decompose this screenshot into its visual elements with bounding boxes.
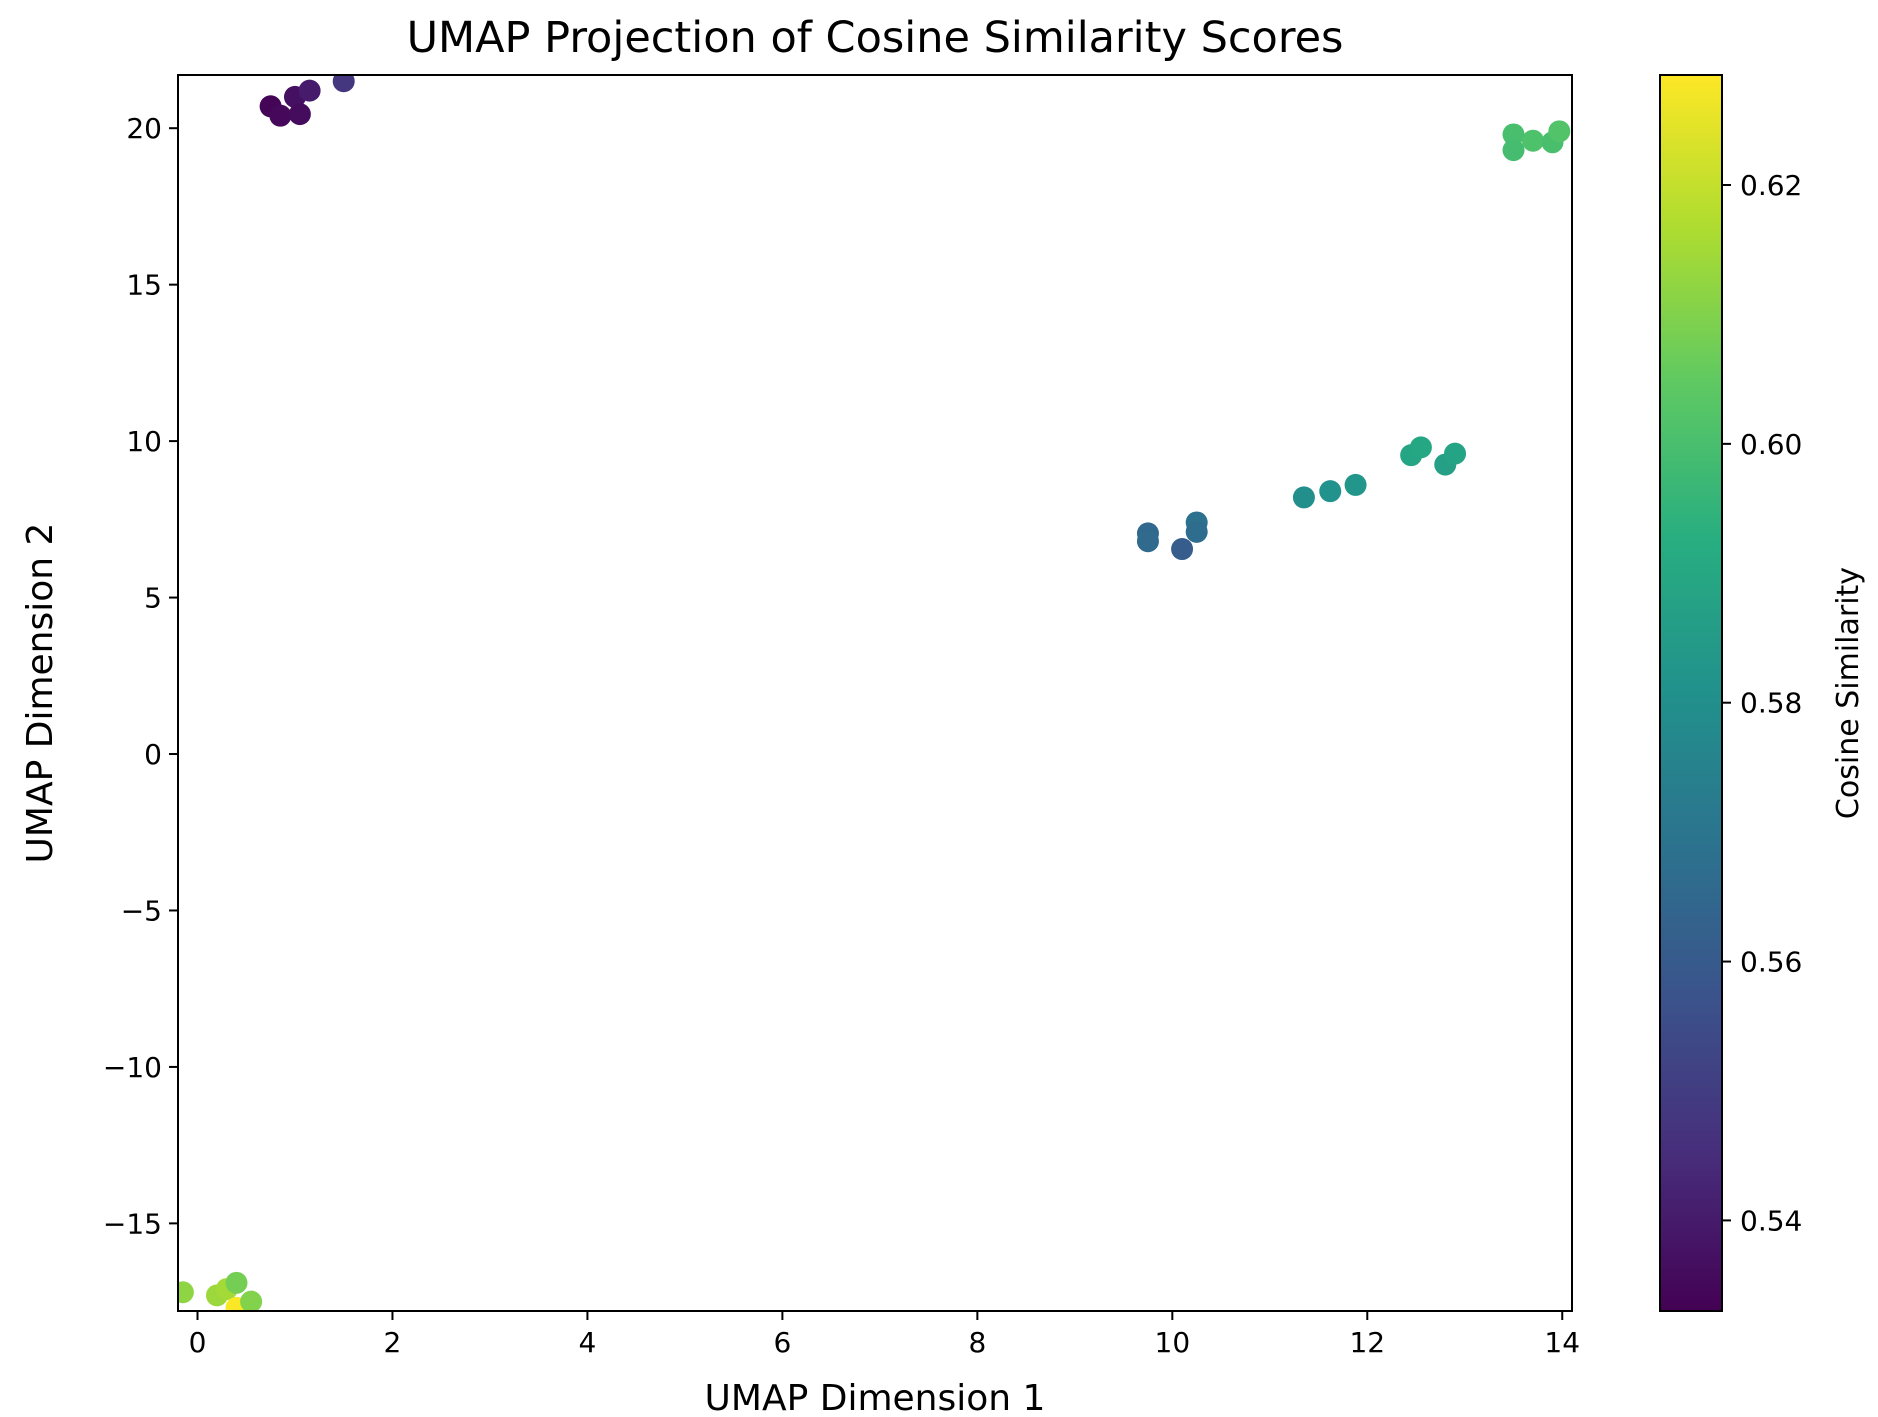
- y-tick-label: 15: [126, 269, 162, 302]
- colorbar-tick-label: 0.62: [1740, 169, 1802, 202]
- x-tick-label: 2: [384, 1326, 402, 1359]
- scatter-point: [288, 103, 311, 126]
- scatter-point: [225, 1271, 248, 1294]
- scatter-point: [269, 104, 292, 127]
- scatter-point: [1292, 486, 1315, 509]
- scatter-point: [1344, 473, 1367, 496]
- y-axis-label: UMAP Dimension 2: [20, 523, 61, 864]
- scatter-point: [1522, 129, 1545, 152]
- y-axis-ticks: −15 −10 −5 0 5 10 15 20: [103, 112, 178, 1240]
- scatter-point: [1444, 442, 1467, 465]
- x-tick-label: 6: [773, 1326, 791, 1359]
- scatter-point: [1502, 139, 1525, 162]
- colorbar-ticks: 0.54 0.56 0.58 0.60 0.62: [1722, 169, 1802, 1237]
- scatter-point: [1136, 530, 1159, 553]
- scatter-point: [240, 1290, 263, 1311]
- scatter-point: [1319, 480, 1342, 503]
- x-tick-label: 12: [1349, 1326, 1385, 1359]
- x-tick-label: 10: [1155, 1326, 1191, 1359]
- colorbar: [1659, 74, 1723, 1312]
- plot-area-frame: [177, 74, 1573, 1312]
- scatter-points: [178, 75, 1571, 1311]
- x-axis-label: UMAP Dimension 1: [705, 1378, 1046, 1417]
- x-tick-label: 8: [968, 1326, 986, 1359]
- y-tick-label: −10: [103, 1051, 162, 1084]
- y-tick-label: −15: [103, 1207, 162, 1240]
- x-tick-label: 0: [189, 1326, 207, 1359]
- y-tick-label: 5: [144, 582, 162, 615]
- y-tick-label: 20: [126, 112, 162, 145]
- colorbar-tick-label: 0.54: [1740, 1204, 1802, 1237]
- scatter-point: [1502, 123, 1525, 146]
- scatter-point: [298, 79, 321, 102]
- chart-title: UMAP Projection of Cosine Similarity Sco…: [407, 13, 1344, 63]
- colorbar-tick-label: 0.58: [1740, 687, 1802, 720]
- scatter-point: [1409, 436, 1432, 459]
- y-tick-label: 10: [126, 425, 162, 458]
- scatter-point: [178, 1281, 194, 1304]
- y-tick-label: 0: [144, 738, 162, 771]
- x-tick-label: 4: [579, 1326, 597, 1359]
- x-axis-ticks: 0 2 4 6 8 10 12 14: [189, 1311, 1580, 1359]
- colorbar-label: Cosine Similarity: [1831, 567, 1866, 819]
- scatter-point: [332, 75, 355, 93]
- x-tick-label: 14: [1544, 1326, 1580, 1359]
- scatter-point: [1185, 520, 1208, 543]
- colorbar-tick-label: 0.60: [1740, 428, 1802, 461]
- y-tick-label: −5: [121, 894, 162, 927]
- scatter-point: [1548, 120, 1571, 143]
- colorbar-tick-label: 0.56: [1740, 946, 1802, 979]
- scatter-point: [1171, 538, 1194, 561]
